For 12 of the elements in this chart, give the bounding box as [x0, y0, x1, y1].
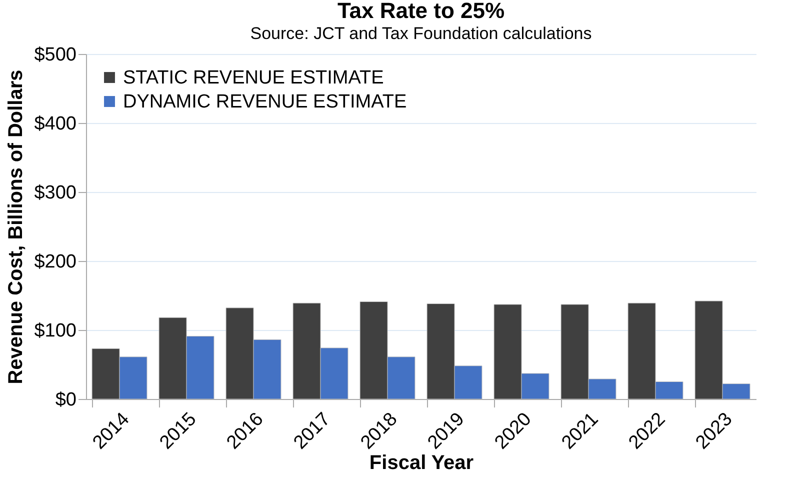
y-tick-label: $400 — [34, 114, 76, 134]
y-tick-label: $0 — [55, 390, 76, 410]
y-tick-label: $200 — [34, 252, 76, 272]
chart-title: Tax Rate to 25% — [337, 0, 505, 23]
y-tick-label: $100 — [34, 320, 76, 342]
y-axis-title: Revenue Cost, Billions of Dollars — [5, 70, 28, 384]
y-tick-label: $500 — [34, 44, 76, 66]
legend-label: STATIC REVENUE ESTIMATE — [123, 68, 384, 88]
legend-label: DYNAMIC REVENUE ESTIMATE — [123, 92, 407, 112]
y-tick-label: $300 — [34, 182, 76, 204]
source-note: Source: JCT and Tax Foundation calculations — [250, 24, 592, 43]
x-axis-title: Fiscal Year — [369, 452, 474, 474]
